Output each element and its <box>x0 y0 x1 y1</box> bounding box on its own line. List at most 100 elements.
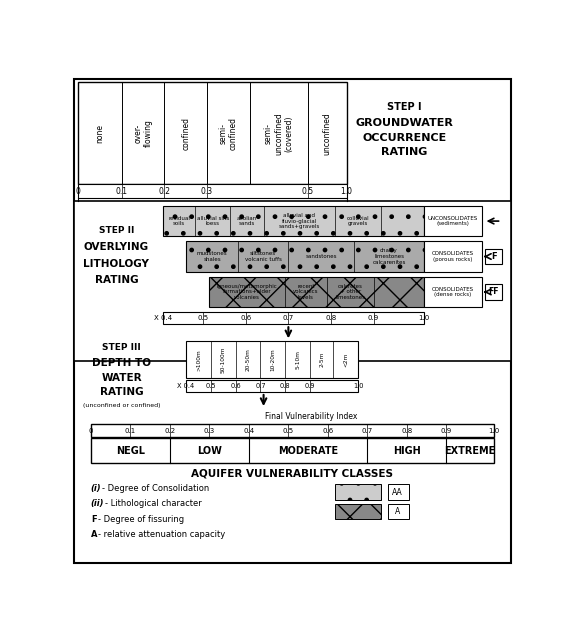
Text: sandstones: sandstones <box>305 254 337 259</box>
Text: F: F <box>91 515 96 523</box>
Text: OVERLYING: OVERLYING <box>84 242 149 252</box>
Bar <box>186 241 424 272</box>
Text: 0.8: 0.8 <box>325 315 337 321</box>
Text: unconfined: unconfined <box>323 112 332 155</box>
Text: WATER: WATER <box>102 373 142 383</box>
Bar <box>91 424 494 437</box>
Text: RATING: RATING <box>100 387 143 397</box>
Text: 1.0: 1.0 <box>353 383 363 389</box>
Text: 50-100m: 50-100m <box>221 347 226 373</box>
Text: 0: 0 <box>75 186 80 195</box>
Text: 1.0: 1.0 <box>488 427 500 434</box>
Text: STEP I: STEP I <box>387 102 422 112</box>
Text: - relative attenuation capacity: - relative attenuation capacity <box>99 530 226 539</box>
Text: (unconfined or confined): (unconfined or confined) <box>83 403 160 408</box>
Text: 20-50m: 20-50m <box>246 349 251 371</box>
Text: UNCONSOLIDATES
(sediments): UNCONSOLIDATES (sediments) <box>428 216 478 226</box>
Text: RATING: RATING <box>95 275 138 284</box>
Text: aeolian
sands: aeolian sands <box>237 216 257 226</box>
Bar <box>186 341 358 378</box>
Text: 0.8: 0.8 <box>401 427 413 434</box>
Bar <box>424 277 482 307</box>
Text: siltstones
volcanic tuffs: siltstones volcanic tuffs <box>245 251 282 262</box>
Text: 0.4: 0.4 <box>243 427 255 434</box>
Text: LITHOLOGY: LITHOLOGY <box>83 259 149 269</box>
Text: A: A <box>395 507 400 516</box>
Text: F: F <box>491 252 497 261</box>
Text: 0.5: 0.5 <box>301 186 314 195</box>
Text: residual
soils: residual soils <box>168 216 190 226</box>
Text: Igneous/metamorphic
formations+older
volcanies: Igneous/metamorphic formations+older vol… <box>216 284 278 300</box>
Text: mudstones
shales: mudstones shales <box>197 251 227 262</box>
Text: 0.6: 0.6 <box>240 315 251 321</box>
Bar <box>424 241 482 272</box>
Text: HIGH: HIGH <box>393 446 421 455</box>
Text: (ii): (ii) <box>91 499 104 508</box>
Text: over-
flowing: over- flowing <box>134 120 153 148</box>
Text: RATING: RATING <box>381 147 428 157</box>
Text: 2-5m: 2-5m <box>319 352 324 368</box>
Bar <box>388 485 408 500</box>
Text: 0.3: 0.3 <box>201 186 213 195</box>
Text: - Degree of Consolidation: - Degree of Consolidation <box>102 484 210 493</box>
Bar <box>335 485 381 500</box>
Text: 0.1: 0.1 <box>116 186 128 195</box>
Text: 0.7: 0.7 <box>255 383 266 389</box>
Text: 0.1: 0.1 <box>124 427 136 434</box>
Text: 0.5: 0.5 <box>283 427 294 434</box>
Text: CONSOLIDATES
(dense rocks): CONSOLIDATES (dense rocks) <box>432 287 474 297</box>
Bar <box>91 438 494 463</box>
Bar <box>485 249 502 264</box>
Bar <box>335 504 381 519</box>
Bar <box>424 205 482 237</box>
Bar <box>78 83 347 184</box>
Text: none: none <box>95 124 104 143</box>
Text: STEP III: STEP III <box>102 343 141 352</box>
Text: 0.9: 0.9 <box>368 315 379 321</box>
Bar <box>210 277 424 307</box>
Text: 0.5: 0.5 <box>206 383 216 389</box>
Text: Final Vulnerability Index: Final Vulnerability Index <box>266 412 358 421</box>
Text: X 0.4: X 0.4 <box>154 315 172 321</box>
Text: NEGL: NEGL <box>116 446 145 455</box>
Text: semi-
confined: semi- confined <box>219 117 238 150</box>
Text: calcretes
+ other
limestones: calcretes + other limestones <box>335 284 365 300</box>
Text: MODERATE: MODERATE <box>278 446 338 455</box>
Text: DEPTH TO: DEPTH TO <box>93 358 151 368</box>
Text: 0.6: 0.6 <box>230 383 241 389</box>
Text: 0.9: 0.9 <box>441 427 452 434</box>
Text: alluvial silts
loess: alluvial silts loess <box>196 216 229 226</box>
Text: OCCURRENCE: OCCURRENCE <box>363 133 447 143</box>
Text: 0.3: 0.3 <box>204 427 215 434</box>
Bar <box>78 184 347 198</box>
Text: recent
volcanics
levels: recent volcanics levels <box>293 284 319 300</box>
Text: FF: FF <box>489 287 499 296</box>
Text: alluvial and
fluvio-glacial
sands+gravels: alluvial and fluvio-glacial sands+gravel… <box>279 213 320 230</box>
Text: 0.8: 0.8 <box>280 383 291 389</box>
Text: <2m: <2m <box>343 352 348 367</box>
Text: LOW: LOW <box>197 446 222 455</box>
Text: (i): (i) <box>91 484 102 493</box>
Bar <box>163 205 424 237</box>
Text: 0.7: 0.7 <box>362 427 373 434</box>
Text: confined: confined <box>181 117 190 150</box>
Bar <box>186 380 358 392</box>
Text: 5-10m: 5-10m <box>295 350 300 369</box>
Text: GROUNDWATER: GROUNDWATER <box>356 118 453 128</box>
Text: 0.2: 0.2 <box>158 186 170 195</box>
Text: STEP II: STEP II <box>99 226 134 235</box>
Text: semi-
unconfined
(covered): semi- unconfined (covered) <box>264 112 293 155</box>
Text: 0.5: 0.5 <box>198 315 208 321</box>
Text: A: A <box>91 530 97 539</box>
Text: AQUIFER VULNERABILITY CLASSES: AQUIFER VULNERABILITY CLASSES <box>191 469 393 479</box>
Text: 1.0: 1.0 <box>419 315 429 321</box>
Bar <box>485 284 502 300</box>
Text: 0.6: 0.6 <box>322 427 333 434</box>
Text: AA: AA <box>392 488 403 497</box>
Text: CONSOLIDATES
(porous rocks): CONSOLIDATES (porous rocks) <box>432 251 474 262</box>
Text: X 0.4: X 0.4 <box>178 383 195 389</box>
Text: 0.9: 0.9 <box>305 383 315 389</box>
Text: - Lithological character: - Lithological character <box>104 499 202 508</box>
Bar <box>163 312 424 324</box>
Text: 0: 0 <box>89 427 93 434</box>
